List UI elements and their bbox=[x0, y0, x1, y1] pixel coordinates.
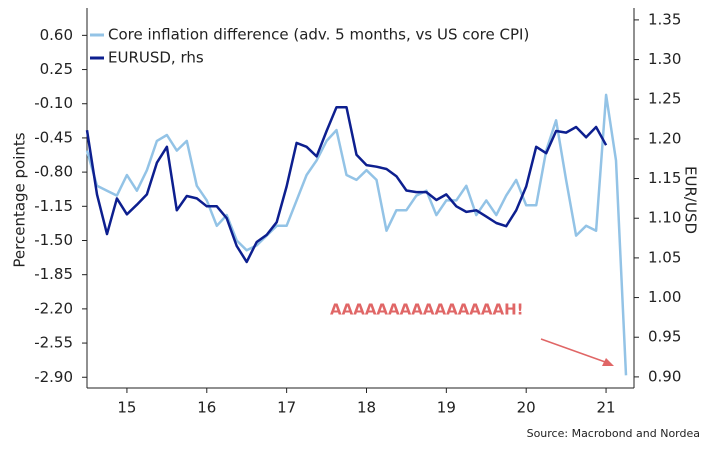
series-line bbox=[85, 105, 608, 264]
y-tick-label: -2.20 bbox=[34, 299, 73, 317]
y2-tick-label: 1.35 bbox=[648, 10, 681, 28]
annotation: AAAAAAAAAAAAAAAH! bbox=[330, 301, 524, 319]
legend-label: EURUSD, rhs bbox=[108, 49, 204, 67]
y-tick-label: -2.90 bbox=[34, 368, 73, 386]
legend-label: Core inflation difference (adv. 5 months… bbox=[108, 26, 529, 44]
x-tick-label: 18 bbox=[357, 399, 376, 417]
x-tick-label: 17 bbox=[277, 399, 296, 417]
y-tick-label: -1.50 bbox=[34, 231, 73, 249]
annotation-arrow bbox=[540, 338, 609, 364]
y2-tick-label: 1.15 bbox=[648, 169, 681, 187]
x-tick-label: 21 bbox=[597, 399, 616, 417]
y2-tick-label: 1.00 bbox=[648, 288, 681, 306]
y2-tick-label: 1.05 bbox=[648, 248, 681, 266]
x-tick-label: 16 bbox=[197, 399, 216, 417]
y-tick-label: -0.10 bbox=[34, 94, 73, 112]
arrow-head bbox=[602, 358, 614, 366]
source: Source: Macrobond and Nordea bbox=[527, 427, 700, 440]
y2-tick-label: 1.30 bbox=[648, 50, 681, 68]
series-line bbox=[85, 93, 628, 376]
y-tick-label: -2.55 bbox=[34, 334, 73, 352]
y2-tick-label: 1.10 bbox=[648, 209, 681, 227]
y2-axis-label: EUR/USD bbox=[682, 166, 700, 234]
y-tick-label: -0.80 bbox=[34, 163, 73, 181]
y-tick-label: 0.60 bbox=[40, 26, 73, 44]
y-tick-label: -1.85 bbox=[34, 265, 73, 283]
x-tick-label: 19 bbox=[437, 399, 456, 417]
y-axis-label: Percentage points bbox=[11, 132, 29, 267]
y-tick-label: -0.45 bbox=[34, 128, 73, 146]
x-tick-label: 20 bbox=[517, 399, 536, 417]
y-tick-label: -1.15 bbox=[34, 197, 73, 215]
y2-tick-label: 1.20 bbox=[648, 129, 681, 147]
y2-tick-label: 1.25 bbox=[648, 90, 681, 108]
y2-tick-label: 0.90 bbox=[648, 367, 681, 385]
x-tick-label: 15 bbox=[117, 399, 136, 417]
y2-tick-label: 0.95 bbox=[648, 328, 681, 346]
y-tick-label: 0.25 bbox=[40, 60, 73, 78]
